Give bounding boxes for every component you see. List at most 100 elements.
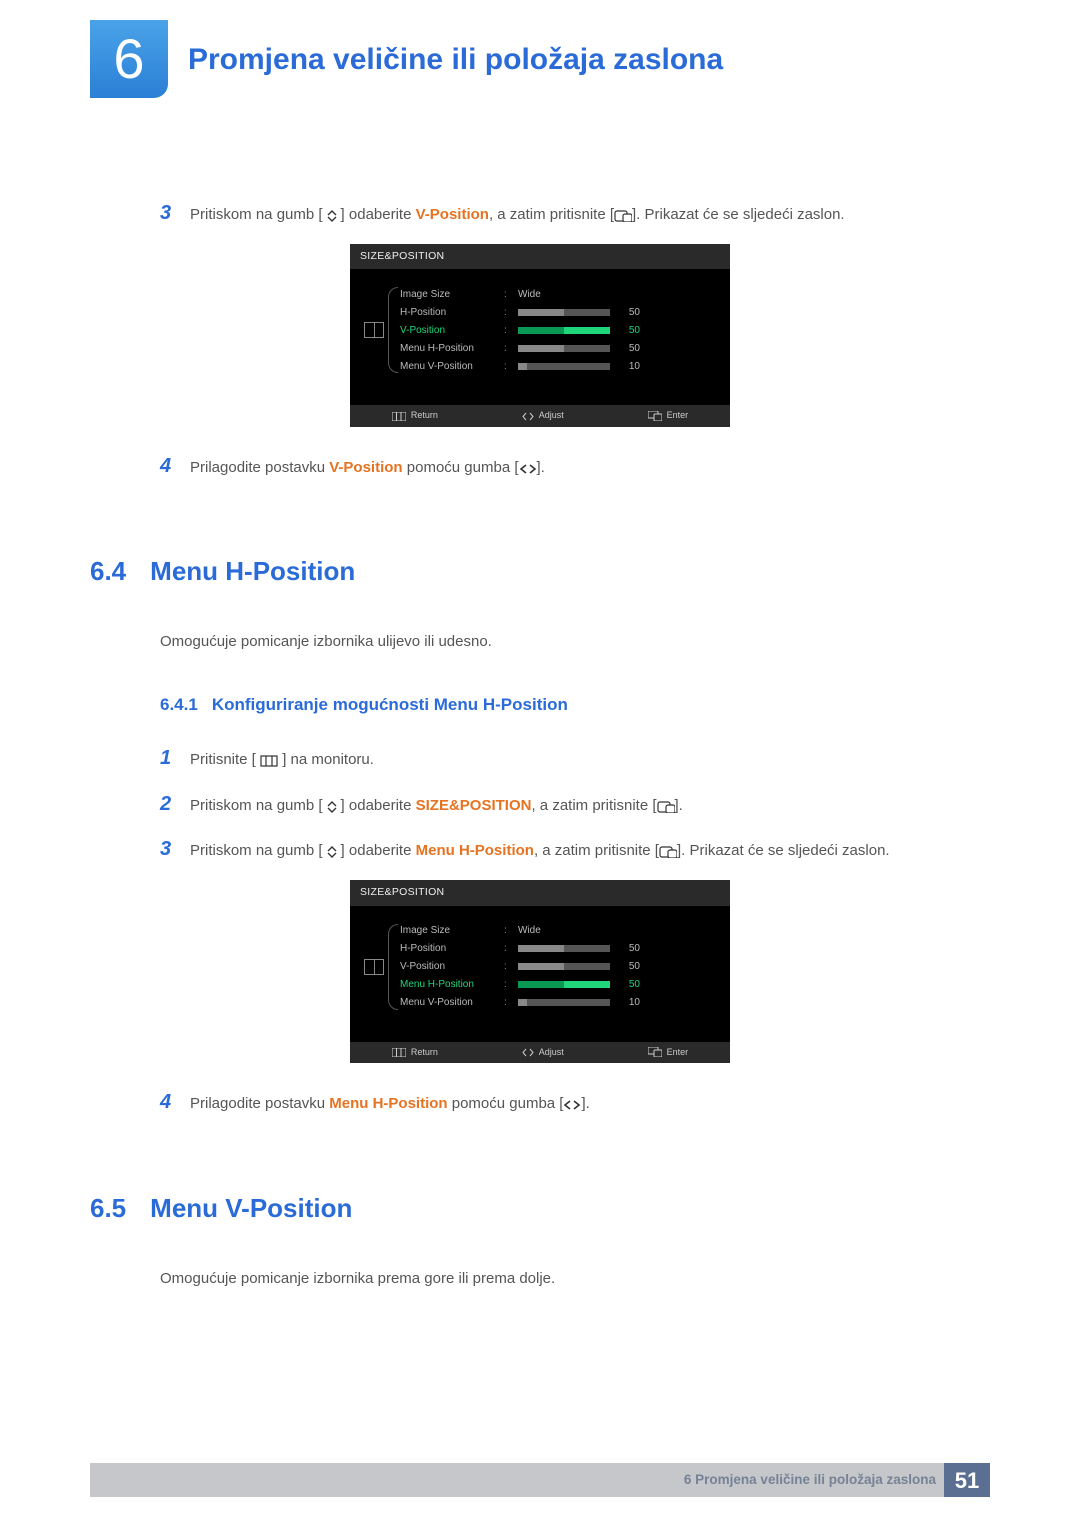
- osd-value: 10: [618, 359, 640, 374]
- updown-icon: [323, 798, 341, 821]
- t: , a zatim pritisnite [: [534, 842, 659, 859]
- osd-label: H-Position: [400, 941, 496, 956]
- osd-row: Menu V-Position : 10: [400, 994, 720, 1012]
- osd-row: H-Position : 50: [400, 303, 720, 321]
- osd-colon: :: [504, 341, 510, 356]
- osd-colon: :: [504, 923, 510, 938]
- t: ]. Prikazat će se sljedeći zaslon.: [677, 842, 890, 859]
- osd-bracket: [388, 924, 398, 1010]
- section-6-4-desc: Omogućuje pomicanje izbornika ulijevo il…: [160, 631, 990, 654]
- osd-label: Image Size: [400, 923, 496, 938]
- osd-label: Menu H-Position: [400, 341, 496, 356]
- sub-number: 6.4.1: [160, 692, 198, 718]
- osd-value: 50: [618, 941, 640, 956]
- osd-colon: :: [504, 323, 510, 338]
- osd-title: SIZE&POSITION: [350, 244, 730, 270]
- highlight: V-Position: [416, 206, 489, 223]
- osd-slider: [518, 309, 610, 316]
- osd-screenshot-1: SIZE&POSITION Image Size : Wide H-Positi…: [350, 244, 730, 427]
- section-number: 6.5: [90, 1189, 126, 1228]
- t: ] odaberite: [341, 206, 416, 223]
- osd-side-icon: [360, 285, 388, 375]
- step-number: 3: [160, 834, 178, 864]
- step-number: 4: [160, 1087, 178, 1117]
- osd-value: 50: [618, 977, 640, 992]
- osd-footer: Return Adjust Enter: [350, 405, 730, 427]
- osd-label: Menu V-Position: [400, 995, 496, 1010]
- t: ]. Prikazat će se sljedeći zaslon.: [632, 206, 845, 223]
- step-text: Prilagodite postavku Menu H-Position pom…: [190, 1093, 990, 1119]
- osd-slider: [518, 981, 610, 988]
- osd-row: Image Size : Wide: [400, 285, 720, 303]
- osd-title: SIZE&POSITION: [350, 880, 730, 906]
- step-number: 1: [160, 743, 178, 773]
- step-text: Pritiskom na gumb [] odaberite SIZE&POSI…: [190, 795, 990, 821]
- t: Pritiskom na gumb [: [190, 206, 323, 223]
- step-4-top: 4 Prilagodite postavku V-Position pomoću…: [160, 451, 990, 483]
- t: Prilagodite postavku: [190, 459, 329, 476]
- osd-slider: [518, 999, 610, 1006]
- t: ] odaberite: [341, 842, 416, 859]
- osd-footer-adjust: Adjust: [522, 409, 564, 423]
- t: ] odaberite: [341, 797, 416, 814]
- osd-body: Image Size : Wide H-Position : 50 V-Posi…: [350, 906, 730, 1042]
- section-6-5-heading: 6.5 Menu V-Position: [90, 1189, 990, 1228]
- osd-colon: :: [504, 977, 510, 992]
- osd-footer: Return Adjust Enter: [350, 1042, 730, 1064]
- osd-colon: :: [504, 287, 510, 302]
- osd-screenshot-2: SIZE&POSITION Image Size : Wide H-Positi…: [350, 880, 730, 1063]
- osd-row: Menu H-Position : 50: [400, 339, 720, 357]
- osd-value: Wide: [518, 287, 541, 302]
- updown-icon: [323, 207, 341, 230]
- osd-lines: Image Size : Wide H-Position : 50 V-Posi…: [388, 922, 720, 1012]
- highlight: V-Position: [329, 459, 402, 476]
- step-text: Prilagodite postavku V-Position pomoću g…: [190, 457, 990, 483]
- osd-slider: [518, 945, 610, 952]
- osd-slider: [518, 345, 610, 352]
- t: ].: [537, 459, 545, 476]
- osd-colon: :: [504, 359, 510, 374]
- chapter-title: Promjena veličine ili položaja zaslona: [188, 37, 723, 82]
- footer-text: 6 Promjena veličine ili položaja zaslona: [684, 1470, 944, 1490]
- page: 6 Promjena veličine ili položaja zaslona…: [0, 0, 1080, 1527]
- osd-row: V-Position : 50: [400, 321, 720, 339]
- step-3: 3 Pritiskom na gumb [] odaberite Menu H-…: [160, 834, 990, 866]
- section-title: Menu H-Position: [150, 552, 355, 591]
- osd-value: 50: [618, 305, 640, 320]
- osd-colon: :: [504, 305, 510, 320]
- step-text: Pritiskom na gumb [] odaberite Menu H-Po…: [190, 840, 990, 866]
- enter-icon: [614, 207, 632, 230]
- osd-slider: [518, 963, 610, 970]
- section-title: Menu V-Position: [150, 1189, 352, 1228]
- osd-footer-adjust: Adjust: [522, 1046, 564, 1060]
- step-3-top: 3 Pritiskom na gumb [] odaberite V-Posit…: [160, 198, 990, 230]
- t: , a zatim pritisnite [: [489, 206, 614, 223]
- osd-footer-enter: Enter: [648, 1046, 689, 1060]
- updown-icon: [323, 843, 341, 866]
- osd-colon: :: [504, 995, 510, 1010]
- step-number: 4: [160, 451, 178, 481]
- osd-footer-enter: Enter: [648, 409, 689, 423]
- step-number: 2: [160, 789, 178, 819]
- step-4: 4 Prilagodite postavku Menu H-Position p…: [160, 1087, 990, 1119]
- enter-icon: [657, 798, 675, 821]
- t: ].: [581, 1095, 589, 1112]
- t: Pritisnite [: [190, 751, 260, 768]
- sub-title: Konfiguriranje mogućnosti Menu H-Positio…: [212, 692, 568, 718]
- leftright-icon: [519, 460, 537, 483]
- osd-row: Menu V-Position : 10: [400, 357, 720, 375]
- osd-value: 50: [618, 323, 640, 338]
- section-6-5-desc: Omogućuje pomicanje izbornika prema gore…: [160, 1268, 990, 1291]
- osd-value: 50: [618, 341, 640, 356]
- osd-row: Menu H-Position : 50: [400, 976, 720, 994]
- osd-row: Image Size : Wide: [400, 922, 720, 940]
- osd-row: H-Position : 50: [400, 940, 720, 958]
- leftright-icon: [563, 1096, 581, 1119]
- menu-icon: [260, 752, 278, 775]
- step-1: 1 Pritisnite [ ] na monitoru.: [160, 743, 990, 775]
- highlight: Menu H-Position: [329, 1095, 447, 1112]
- osd-label: Menu V-Position: [400, 359, 496, 374]
- t: ].: [675, 797, 683, 814]
- osd-lines: Image Size : Wide H-Position : 50 V-Posi…: [388, 285, 720, 375]
- highlight: Menu H-Position: [416, 842, 534, 859]
